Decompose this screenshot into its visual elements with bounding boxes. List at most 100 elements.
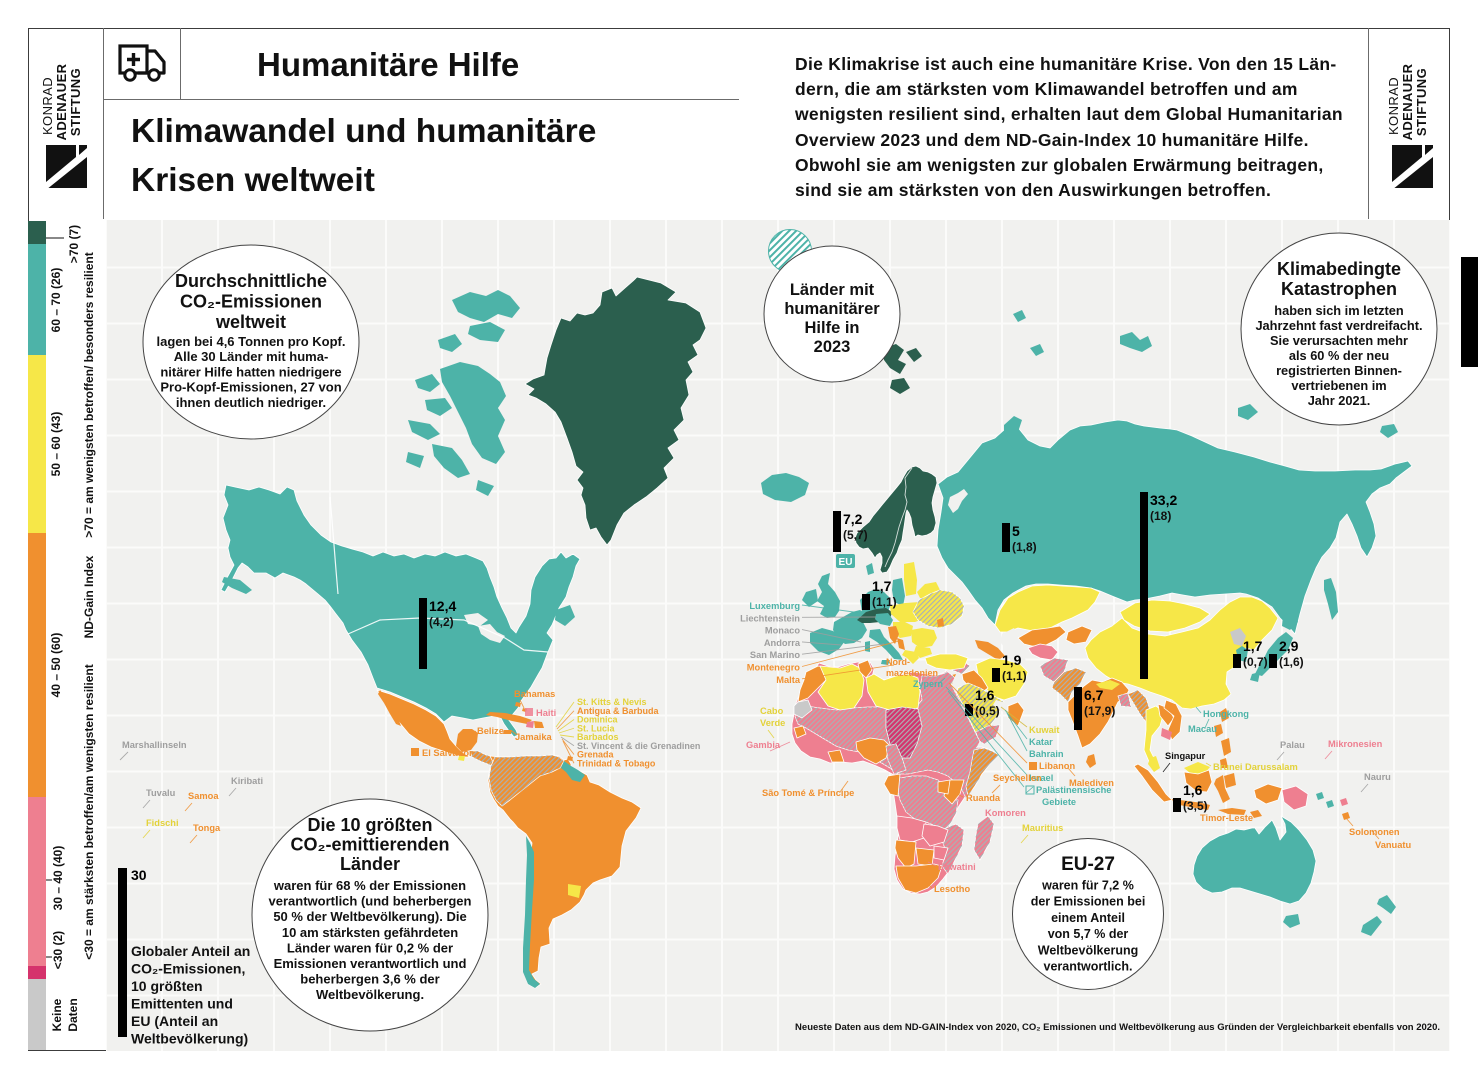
svg-text:Fidschi: Fidschi <box>146 818 179 828</box>
svg-text:weltweit: weltweit <box>215 312 286 332</box>
svg-text:Katar: Katar <box>1029 737 1053 747</box>
svg-text:Länder mit: Länder mit <box>790 281 875 299</box>
svg-text:EU (Anteil an: EU (Anteil an <box>131 1013 218 1029</box>
svg-text:der Emissionen bei: der Emissionen bei <box>1031 895 1146 909</box>
svg-text:lagen bei 4,6 Tonnen pro Kopf.: lagen bei 4,6 Tonnen pro Kopf. <box>157 334 346 349</box>
svg-text:Weltbevölkerung: Weltbevölkerung <box>1038 943 1138 957</box>
svg-text:Macau: Macau <box>1188 724 1217 734</box>
svg-text:Gambia: Gambia <box>746 740 781 750</box>
svg-text:(1,8): (1,8) <box>1012 540 1037 554</box>
svg-text:40 – 50 (60): 40 – 50 (60) <box>49 633 63 698</box>
svg-text:Tuvalu: Tuvalu <box>146 788 176 798</box>
svg-text:30: 30 <box>131 867 147 883</box>
svg-text:>70 = am wenigsten betroffen/: >70 = am wenigsten betroffen/ besonders … <box>82 252 96 537</box>
svg-text:(1,6): (1,6) <box>1279 655 1304 669</box>
svg-text:1,6: 1,6 <box>975 687 995 703</box>
svg-text:St. Vincent & die Grenadinen: St. Vincent & die Grenadinen <box>577 741 700 751</box>
svg-text:einem Anteil: einem Anteil <box>1051 911 1125 925</box>
svg-text:CO₂-Emissionen: CO₂-Emissionen <box>180 292 322 312</box>
svg-text:5: 5 <box>1012 523 1020 539</box>
svg-text:Palästinensische: Palästinensische <box>1036 785 1111 795</box>
svg-text:2023: 2023 <box>814 338 851 356</box>
svg-text:Lesotho: Lesotho <box>934 884 970 894</box>
svg-text:Trinidad & Tobago: Trinidad & Tobago <box>577 758 656 768</box>
svg-text:Haiti: Haiti <box>536 708 556 718</box>
svg-text:São Tomé & Príncipe: São Tomé & Príncipe <box>762 788 854 798</box>
svg-text:verantwortlich.: verantwortlich. <box>1044 960 1133 974</box>
svg-text:Hongkong: Hongkong <box>1203 709 1249 719</box>
svg-text:50 – 60 (43): 50 – 60 (43) <box>49 412 63 477</box>
svg-text:Daten: Daten <box>66 998 80 1031</box>
svg-text:humanitärer: humanitärer <box>784 300 880 318</box>
svg-text:(1,1): (1,1) <box>1002 669 1027 683</box>
svg-text:Cabo: Cabo <box>760 706 784 716</box>
svg-text:12,4: 12,4 <box>429 598 456 614</box>
svg-text:ihnen deutlich niedriger.: ihnen deutlich niedriger. <box>176 395 326 410</box>
svg-text:50 % der Weltbevölkerung). Die: 50 % der Weltbevölkerung). Die <box>273 909 466 924</box>
svg-text:Ruanda: Ruanda <box>966 793 1001 803</box>
svg-text:Grenada: Grenada <box>577 750 615 760</box>
svg-text:(18): (18) <box>1150 509 1171 523</box>
svg-text:nitärer Hilfe hatten niedriger: nitärer Hilfe hatten niedrigere <box>160 364 341 379</box>
svg-text:Bahamas: Bahamas <box>514 689 555 699</box>
svg-text:Verde: Verde <box>760 718 785 728</box>
svg-text:KONRAD: KONRAD <box>1386 77 1401 135</box>
svg-text:10 am stärksten gefährdeten: 10 am stärksten gefährdeten <box>282 925 458 940</box>
svg-text:El Salvador: El Salvador <box>422 748 473 758</box>
svg-text:KONRAD: KONRAD <box>40 77 55 135</box>
svg-text:Länder waren für 0,2 % der: Länder waren für 0,2 % der <box>287 940 453 955</box>
svg-text:Jahrzehnt fast verdreifacht.: Jahrzehnt fast verdreifacht. <box>1255 318 1422 333</box>
svg-text:Dominica: Dominica <box>577 715 619 725</box>
svg-text:mazedonien: mazedonien <box>886 668 938 678</box>
svg-text:EU: EU <box>839 557 853 568</box>
svg-text:Durchschnittliche: Durchschnittliche <box>175 271 327 291</box>
svg-text:vertriebenen im: vertriebenen im <box>1291 378 1386 393</box>
svg-text:STIFTUNG: STIFTUNG <box>68 68 83 136</box>
svg-text:Montenegro: Montenegro <box>747 663 801 673</box>
svg-text:registrierten Binnen-: registrierten Binnen- <box>1276 363 1402 378</box>
svg-text:Emittenten und: Emittenten und <box>131 996 233 1012</box>
svg-text:Timor-Leste: Timor-Leste <box>1200 813 1253 823</box>
svg-text:Israel: Israel <box>1029 773 1053 783</box>
svg-text:Andorra: Andorra <box>764 638 801 648</box>
svg-text:Tonga: Tonga <box>193 823 221 833</box>
svg-text:CO₂-emittierenden: CO₂-emittierenden <box>290 835 449 855</box>
svg-text:2,9: 2,9 <box>1279 638 1299 654</box>
svg-text:Sie verursachten mehr: Sie verursachten mehr <box>1270 333 1408 348</box>
svg-text:EU-27: EU-27 <box>1061 854 1115 875</box>
svg-text:(0,5): (0,5) <box>975 704 1000 718</box>
svg-text:Marshallinseln: Marshallinseln <box>122 740 187 750</box>
svg-text:Seychellen: Seychellen <box>993 773 1042 783</box>
svg-text:Weltbevölkerung): Weltbevölkerung) <box>131 1031 248 1047</box>
svg-text:als 60 % der neu: als 60 % der neu <box>1289 348 1389 363</box>
svg-text:60 – 70 (26): 60 – 70 (26) <box>49 268 63 333</box>
svg-text:Klimabedingte: Klimabedingte <box>1277 259 1401 279</box>
svg-text:Jahr 2021.: Jahr 2021. <box>1308 393 1371 408</box>
svg-text:Neueste Daten aus dem ND-GAIN-: Neueste Daten aus dem ND-GAIN-Index von … <box>795 1022 1440 1033</box>
svg-text:Antigua & Barbuda: Antigua & Barbuda <box>577 706 659 716</box>
svg-text:Gebiete: Gebiete <box>1042 797 1076 807</box>
svg-text:6,7: 6,7 <box>1084 687 1104 703</box>
svg-text:>70 (7): >70 (7) <box>67 225 81 263</box>
svg-text:<30 = am stärksten betroffen/a: <30 = am stärksten betroffen/am wenigste… <box>82 664 96 959</box>
svg-text:Samoa: Samoa <box>188 791 219 801</box>
svg-text:Malediven: Malediven <box>1069 778 1114 788</box>
svg-text:haben sich im letzten: haben sich im letzten <box>1274 303 1404 318</box>
svg-text:St. Kitts & Nevis: St. Kitts & Nevis <box>577 697 647 707</box>
svg-text:Belize: Belize <box>477 726 504 736</box>
svg-text:Kuwait: Kuwait <box>1029 725 1059 735</box>
svg-text:beherbergen 3,6 % der: beherbergen 3,6 % der <box>300 972 439 987</box>
svg-text:(5,7): (5,7) <box>843 528 868 542</box>
svg-text:ADENAUER: ADENAUER <box>54 63 69 140</box>
svg-text:von 5,7 % der: von 5,7 % der <box>1048 927 1129 941</box>
svg-text:ADENAUER: ADENAUER <box>1400 63 1415 140</box>
svg-text:Malta: Malta <box>776 675 801 685</box>
svg-text:St. Lucia: St. Lucia <box>577 723 616 733</box>
svg-text:(17,9): (17,9) <box>1084 704 1115 718</box>
svg-text:ND-Gain Index: ND-Gain Index <box>82 555 96 638</box>
svg-text:Kiribati: Kiribati <box>231 776 263 786</box>
svg-text:1,6: 1,6 <box>1183 782 1203 798</box>
svg-text:Die 10 größten: Die 10 größten <box>307 815 432 835</box>
svg-text:Nord-: Nord- <box>886 657 910 667</box>
svg-text:7,2: 7,2 <box>843 511 863 527</box>
